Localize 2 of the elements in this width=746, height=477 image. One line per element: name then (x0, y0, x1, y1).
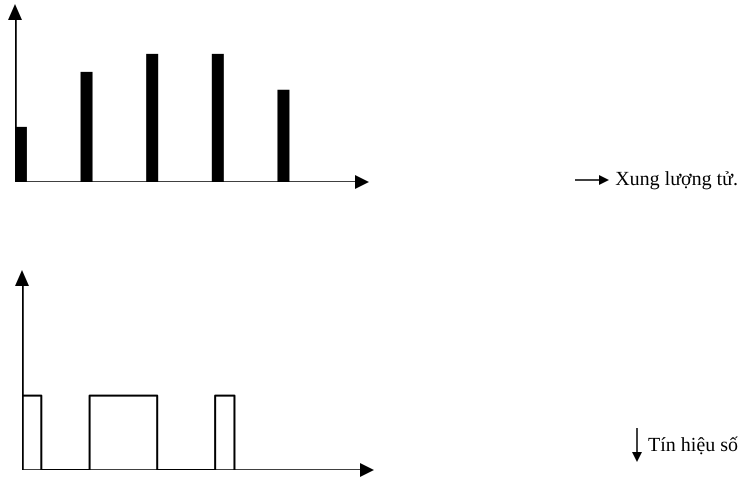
text: Xung lượng tử. (615, 168, 738, 191)
text: Tín hiệu số (648, 434, 738, 456)
